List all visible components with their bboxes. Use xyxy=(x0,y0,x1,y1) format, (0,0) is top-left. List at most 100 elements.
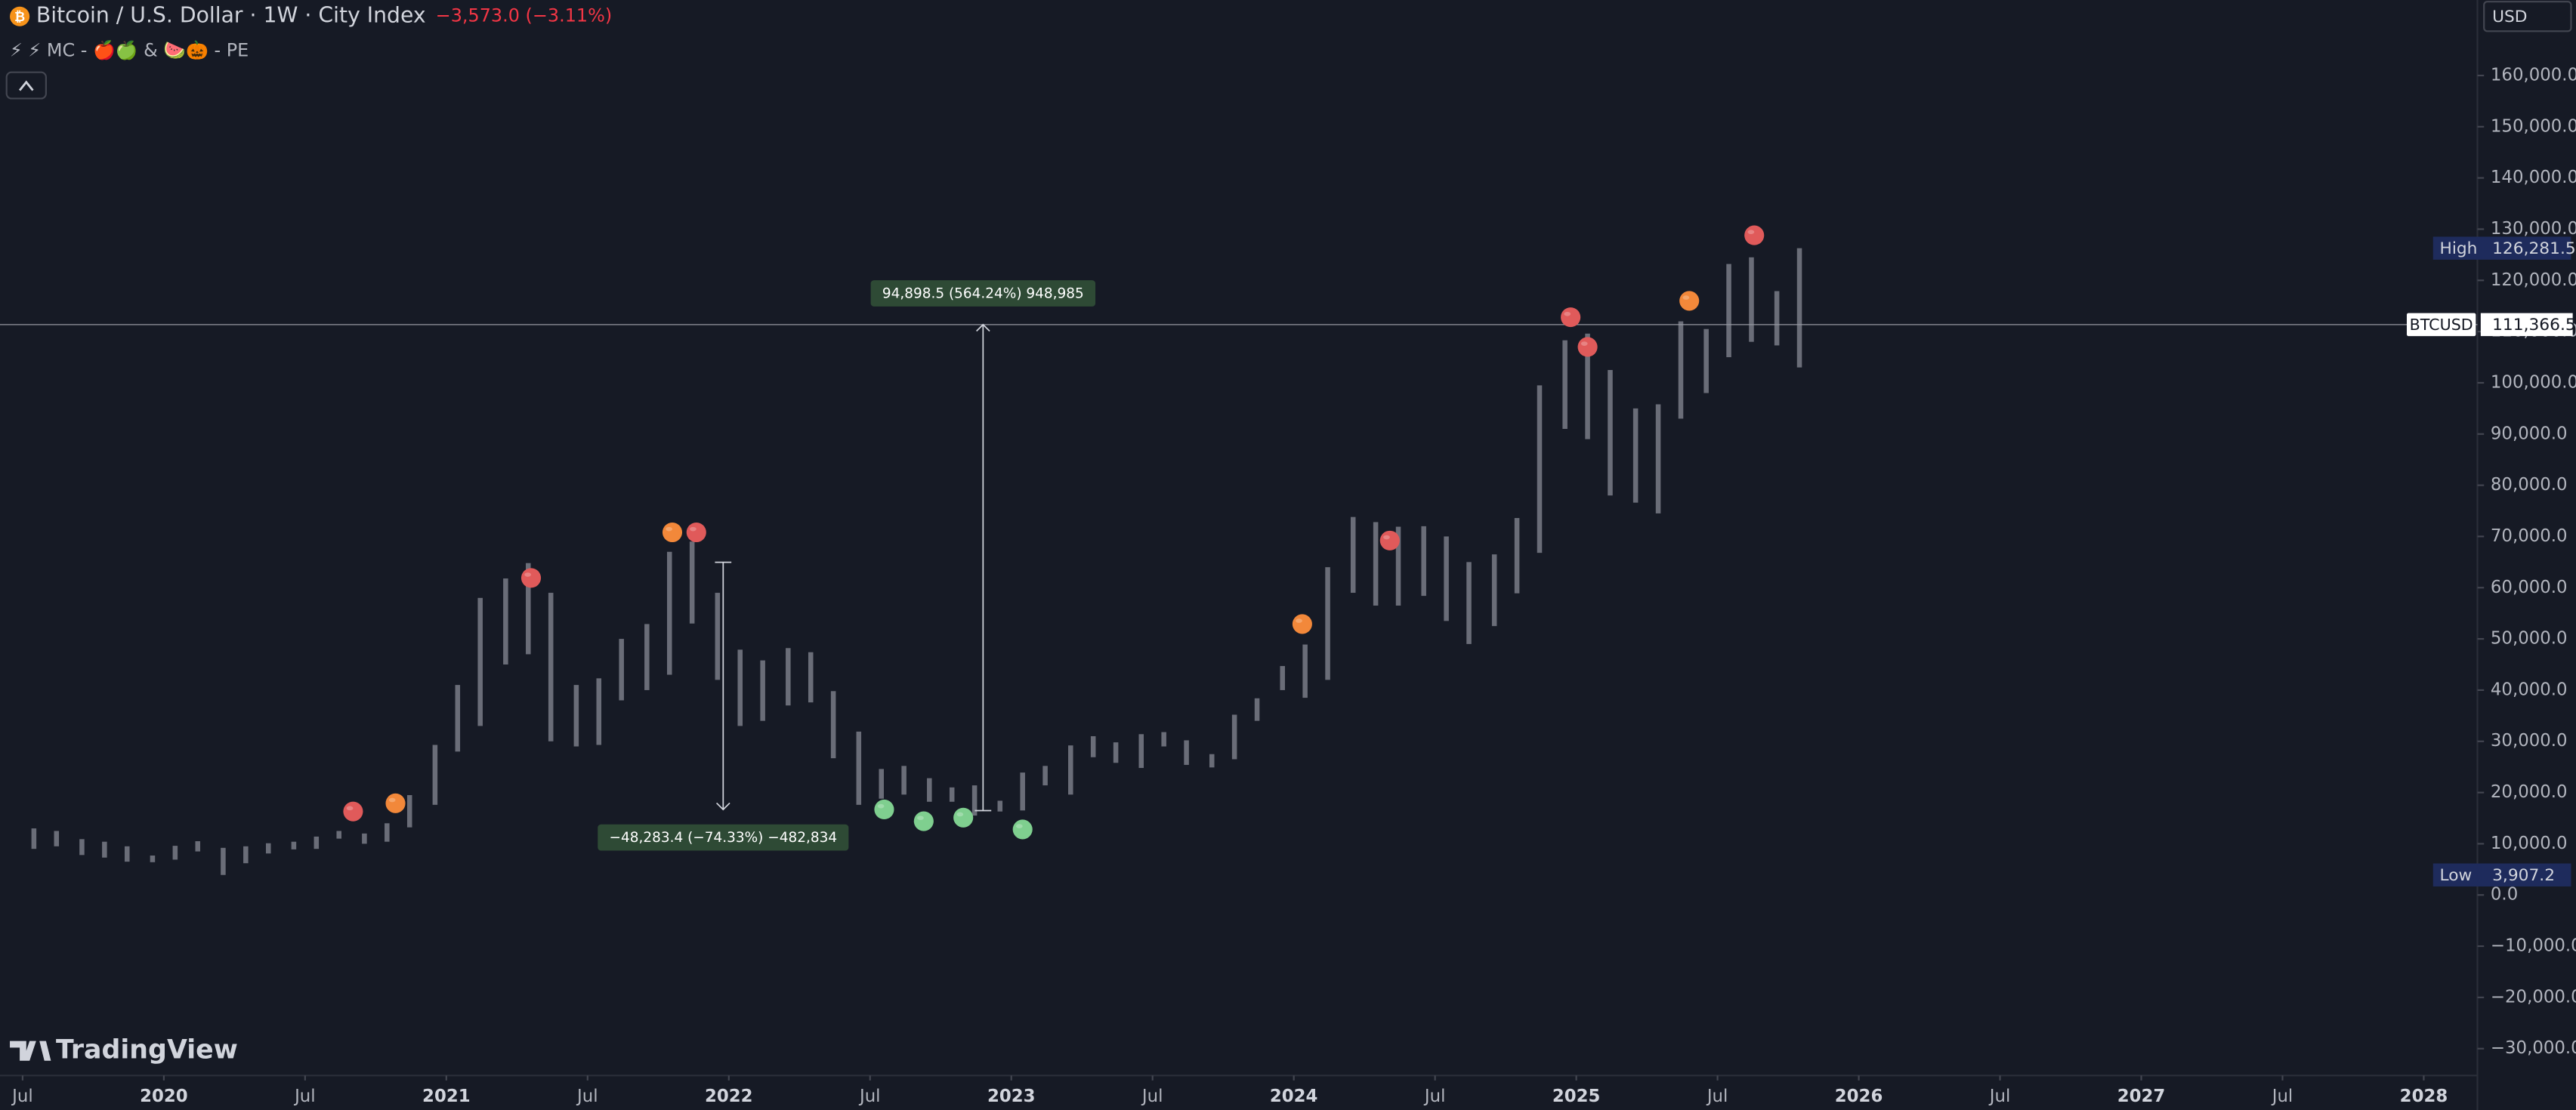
price-bar xyxy=(477,597,483,726)
indicator-legend[interactable]: ⚡ ⚡ MC - 🍎🍏 & 🍉🎃 - PE xyxy=(10,39,249,60)
price-bar xyxy=(619,639,624,701)
price-bar xyxy=(1373,522,1379,606)
price-bar xyxy=(1067,745,1073,795)
price-bar xyxy=(715,593,721,680)
signal-shine xyxy=(524,572,532,577)
signal xyxy=(953,807,974,828)
y-tick-label: 120,000.0 xyxy=(2491,270,2576,290)
price-bar xyxy=(689,541,695,624)
price-bar xyxy=(1562,340,1568,429)
price-bar xyxy=(243,846,249,864)
price-bar xyxy=(455,685,461,752)
x-tick-label: Jul xyxy=(293,1087,316,1106)
price-bar xyxy=(1514,518,1520,594)
signal-shine xyxy=(666,526,672,532)
bitcoin-icon xyxy=(10,6,30,26)
signal xyxy=(1679,291,1700,311)
price-bar xyxy=(150,856,156,862)
price-bar xyxy=(1302,644,1308,698)
price-bar xyxy=(1184,740,1189,765)
y-tick-label: −10,000.0 xyxy=(2491,936,2576,956)
signal xyxy=(385,793,406,813)
currency[interactable]: USD xyxy=(2492,8,2527,26)
y-tick-label: 30,000.0 xyxy=(2491,731,2568,751)
y-tick-label: 160,000.0 xyxy=(2491,65,2576,85)
signal-shine xyxy=(877,803,885,809)
y-tick-label: 80,000.0 xyxy=(2491,475,2568,495)
low-label-tag xyxy=(2432,863,2571,886)
measure-arrow xyxy=(715,802,730,811)
y-tick-label: −30,000.0 xyxy=(2491,1038,2576,1058)
price-bar xyxy=(971,785,978,816)
measure-label-box xyxy=(870,280,1096,307)
branding: TradingView xyxy=(56,1035,238,1065)
high-label-value: 126,281.5 xyxy=(2492,239,2576,258)
x-tick-label: 2028 xyxy=(2400,1087,2448,1106)
collapse-button[interactable] xyxy=(5,71,47,100)
y-tick-label: 20,000.0 xyxy=(2491,782,2568,802)
price-bar xyxy=(596,678,602,745)
last-price-tag xyxy=(2480,313,2573,337)
signal-shine xyxy=(1564,311,1571,316)
price-bar xyxy=(1726,264,1731,358)
y-tick-label: 130,000.0 xyxy=(2491,219,2576,239)
price-bar xyxy=(432,745,438,805)
price-bar xyxy=(31,828,37,849)
y-tick-label: 70,000.0 xyxy=(2491,526,2568,546)
signal xyxy=(1292,614,1312,634)
logo-mark xyxy=(10,1041,51,1061)
price-bar xyxy=(172,846,178,860)
price-bar xyxy=(406,794,412,828)
signal xyxy=(1379,530,1400,550)
price-bar xyxy=(1796,248,1802,368)
price-bar xyxy=(1138,734,1144,769)
price-bar xyxy=(265,843,271,854)
price-bar xyxy=(1749,257,1754,342)
y-tick-label: −20,000.0 xyxy=(2491,987,2576,1007)
price-bar xyxy=(1231,714,1237,760)
price-bar xyxy=(760,660,765,721)
signal xyxy=(1577,337,1598,357)
price-bar xyxy=(1350,516,1356,594)
symbol-title[interactable]: Bitcoin / U.S. Dollar · 1W · City Index xyxy=(36,3,426,28)
signal-shine xyxy=(388,797,396,803)
price-bar xyxy=(1421,526,1426,597)
price-bar xyxy=(1209,754,1215,768)
signal-shine xyxy=(917,816,924,821)
y-tick-label: 0.0 xyxy=(2491,885,2518,905)
signal-shine xyxy=(1383,535,1390,540)
price-bar xyxy=(879,769,884,799)
last-price-text: 111,366.5 xyxy=(2492,316,2576,335)
signal xyxy=(343,801,363,822)
signal-shine xyxy=(1580,341,1588,346)
signal-shine xyxy=(690,526,697,532)
x-tick-label: Jul xyxy=(11,1087,33,1106)
y-tick-label: 150,000.0 xyxy=(2491,116,2576,136)
price-bar xyxy=(949,787,955,802)
y-tick-label: 10,000.0 xyxy=(2491,834,2568,853)
price-bar xyxy=(1090,735,1096,757)
price-bar xyxy=(1113,742,1119,763)
price-bar xyxy=(573,685,579,747)
price-bar xyxy=(291,841,297,849)
price-bar xyxy=(1466,562,1472,644)
signal xyxy=(686,522,706,543)
price-bar xyxy=(1020,772,1025,811)
price-bar xyxy=(526,563,531,655)
price-bar xyxy=(503,578,508,665)
price-bar xyxy=(808,652,814,703)
measure-label: −48,283.4 (−74.33%) −482,834 xyxy=(609,830,837,846)
price-bar xyxy=(1254,698,1260,721)
price-bar xyxy=(1655,404,1661,513)
price-bar xyxy=(737,649,743,726)
price-bar xyxy=(1537,385,1543,553)
price-bar xyxy=(54,831,60,846)
currency-box[interactable] xyxy=(2483,1,2572,32)
x-tick-label: Jul xyxy=(2271,1087,2293,1106)
y-tick-label: 90,000.0 xyxy=(2491,424,2568,443)
signal xyxy=(1012,819,1033,840)
y-tick-label: 60,000.0 xyxy=(2491,578,2568,597)
x-tick-label: 2023 xyxy=(987,1087,1036,1106)
price-bar xyxy=(1585,333,1590,439)
